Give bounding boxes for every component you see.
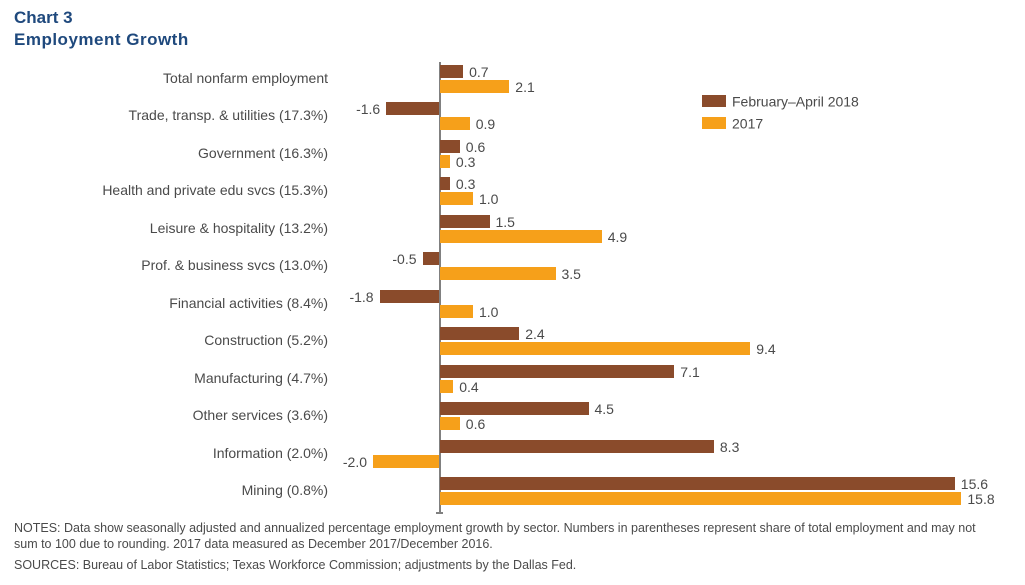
bar — [440, 192, 473, 205]
legend-item: February–April 2018 — [702, 92, 859, 109]
value-label: 0.3 — [456, 154, 475, 170]
category-label: Leisure & hospitality (13.2%) — [150, 220, 328, 236]
bar — [440, 492, 961, 505]
value-label: 7.1 — [680, 364, 699, 380]
footer-notes: NOTES: Data show seasonally adjusted and… — [14, 521, 994, 552]
bar — [440, 327, 519, 340]
category-label: Mining (0.8%) — [242, 482, 328, 498]
legend-label: February–April 2018 — [732, 93, 859, 109]
value-label: 8.3 — [720, 439, 739, 455]
bar — [440, 155, 450, 168]
chart-number: Chart 3 — [14, 8, 189, 28]
bar — [440, 342, 750, 355]
category-label: Prof. & business svcs (13.0%) — [141, 257, 328, 273]
value-label: 1.0 — [479, 304, 498, 320]
value-label: 1.0 — [479, 191, 498, 207]
bar — [440, 477, 955, 490]
bar — [440, 305, 473, 318]
value-label: 0.6 — [466, 139, 485, 155]
bar — [440, 177, 450, 190]
bar — [380, 290, 439, 303]
bar — [440, 380, 453, 393]
value-label: 15.8 — [967, 491, 994, 507]
category-label: Financial activities (8.4%) — [169, 295, 328, 311]
value-label: -2.0 — [343, 454, 367, 470]
category-label: Information (2.0%) — [213, 445, 328, 461]
category-label: Total nonfarm employment — [163, 70, 328, 86]
category-label: Health and private edu svcs (15.3%) — [102, 182, 328, 198]
bar — [440, 402, 589, 415]
title-block: Chart 3 Employment Growth — [14, 8, 189, 50]
legend-swatch — [702, 95, 726, 107]
bar — [440, 267, 556, 280]
bar — [440, 417, 460, 430]
baseline-axis — [436, 512, 443, 514]
value-label: 2.1 — [515, 79, 534, 95]
bar-chart-plot: Total nonfarm employment 0.7 2.1 Trade, tra… — [14, 62, 1010, 512]
footer-sources: SOURCES: Bureau of Labor Statistics; Tex… — [14, 558, 994, 574]
legend-swatch — [702, 117, 726, 129]
value-label: 4.9 — [608, 229, 627, 245]
value-label: 3.5 — [562, 266, 581, 282]
value-label: 4.5 — [595, 401, 614, 417]
category-label: Construction (5.2%) — [204, 332, 328, 348]
value-label: 0.4 — [459, 379, 478, 395]
bar — [440, 140, 460, 153]
value-label: 2.4 — [525, 326, 544, 342]
legend-item: 2017 — [702, 114, 763, 131]
value-label: 1.5 — [496, 214, 515, 230]
value-label: 0.9 — [476, 116, 495, 132]
category-label: Trade, transp. & utilities (17.3%) — [129, 107, 328, 123]
legend-label: 2017 — [732, 115, 763, 131]
category-label: Manufacturing (4.7%) — [194, 370, 328, 386]
category-label: Government (16.3%) — [198, 145, 328, 161]
value-label: -1.6 — [356, 101, 380, 117]
chart-title: Employment Growth — [14, 30, 189, 50]
category-label: Other services (3.6%) — [193, 407, 328, 423]
bar — [386, 102, 439, 115]
value-label: 15.6 — [961, 476, 988, 492]
bar — [440, 80, 509, 93]
bar — [440, 440, 714, 453]
bar — [440, 117, 470, 130]
value-label: 0.7 — [469, 64, 488, 80]
value-label: 0.6 — [466, 416, 485, 432]
value-label: 9.4 — [756, 341, 775, 357]
bar — [440, 65, 463, 78]
bar — [440, 215, 490, 228]
bar — [373, 455, 439, 468]
value-label: -1.8 — [349, 289, 373, 305]
value-label: -0.5 — [392, 251, 416, 267]
bar — [440, 230, 602, 243]
value-label: 0.3 — [456, 176, 475, 192]
bar — [440, 365, 674, 378]
bar — [423, 252, 440, 265]
